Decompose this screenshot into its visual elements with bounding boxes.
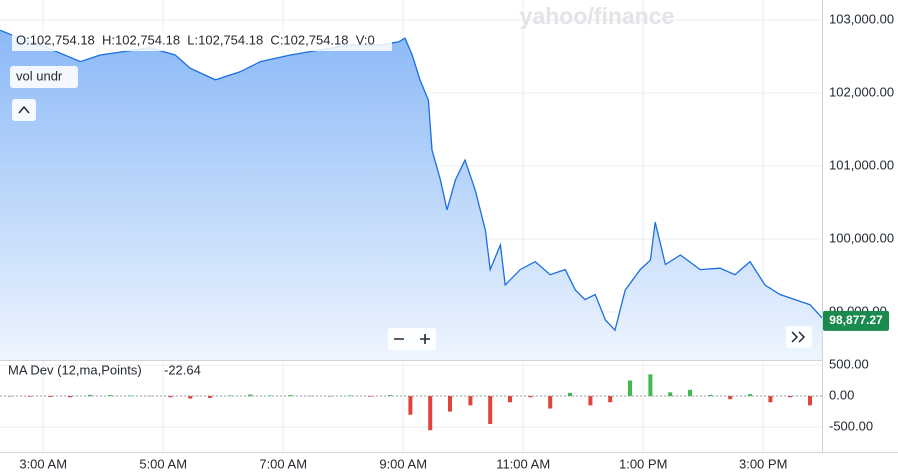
ma-dev-bar — [128, 395, 133, 397]
ma-dev-bar — [28, 396, 32, 397]
zoom-icons — [394, 334, 430, 344]
ma-dev-bar — [368, 396, 373, 397]
ma-dev-bar — [288, 395, 293, 397]
ma-dev-bar — [808, 396, 812, 406]
ma-dev-bar — [388, 395, 392, 397]
y-tick-label: 100,000.00 — [829, 230, 894, 245]
x-tick-label: 11:00 AM — [496, 456, 550, 471]
collapse-icon — [18, 105, 30, 114]
ma-dev-bar — [688, 389, 692, 397]
ma-dev-bar — [588, 396, 593, 406]
x-tick-label: 3:00 AM — [19, 456, 67, 471]
ma-dev-bar — [548, 396, 553, 409]
y-tick-label: 102,000.00 — [829, 84, 894, 99]
scroll-button[interactable] — [786, 326, 812, 348]
ohlc-label: O:102,754.18 H:102,754.18 L:102,754.18 C… — [16, 32, 375, 47]
scroll-icon — [791, 331, 806, 343]
ma-dev-bar — [348, 395, 353, 397]
y-tick-label: 103,000.00 — [829, 11, 894, 26]
last-price-label: 98,877.27 — [829, 313, 883, 327]
price-area — [0, 30, 822, 360]
watermark: yahoo/finance — [520, 3, 675, 29]
ma-dev-bar — [528, 396, 533, 398]
ma-dev-bar — [88, 394, 92, 397]
last-price-badge — [823, 310, 889, 331]
ma-dev-bar — [328, 396, 332, 397]
collapse-button[interactable] — [12, 99, 36, 121]
x-tick-label: 3:00 PM — [739, 456, 787, 471]
ma-dev-bar — [448, 396, 452, 412]
ma-last-value: -22.64 — [164, 362, 201, 377]
y-tick-label: -500.00 — [829, 419, 873, 434]
ma-dev-bar — [488, 396, 493, 425]
ma-dev-bar — [168, 396, 173, 398]
ma-dev-bar — [68, 396, 73, 398]
y-tick-label: 0.00 — [829, 387, 854, 402]
ma-dev-bar — [428, 396, 433, 431]
ma-dev-bar — [208, 396, 212, 398]
ma-dev-bar — [768, 396, 773, 403]
x-tick-label: 9:00 AM — [379, 456, 427, 471]
ma-dev-bar — [308, 395, 313, 397]
ohlc-box — [12, 30, 392, 51]
x-tick-label: 1:00 PM — [619, 456, 667, 471]
ma-dev-bar — [788, 396, 793, 398]
ma-dev-bar — [228, 395, 233, 397]
ma-dev-bar — [408, 396, 413, 415]
ma-dev-bar — [468, 396, 473, 406]
y-tick-label: 500.00 — [829, 356, 869, 371]
ma-dev-bar — [188, 396, 193, 399]
study-label: vol undr — [16, 68, 63, 83]
ma-dev-bar — [628, 380, 632, 397]
ma-dev-bar — [728, 396, 733, 400]
ma-dev-bar — [268, 395, 272, 397]
study-box[interactable] — [10, 66, 78, 88]
x-tick-label: 7:00 AM — [259, 456, 307, 471]
ma-dev-bar — [48, 396, 53, 397]
ma-dev-bar — [148, 395, 152, 397]
zoom-buttons[interactable] — [388, 328, 436, 350]
price-line — [0, 29, 823, 332]
ma-dev-bar — [648, 374, 653, 397]
ma-dev-bar — [568, 392, 572, 397]
x-tick-label: 5:00 AM — [139, 456, 187, 471]
ma-dev-bar — [108, 395, 113, 397]
ma-dev-bar — [508, 396, 512, 403]
ma-dev-bar — [608, 396, 613, 403]
ma-title: MA Dev (12,ma,Points) — [8, 362, 142, 377]
ma-dev-bar — [708, 394, 713, 397]
ma-dev-bar — [8, 396, 13, 397]
ma-dev-bar — [748, 394, 752, 397]
ma-dev-bar — [248, 394, 253, 397]
ma-dev-bar — [668, 392, 673, 397]
y-tick-label: 101,000.00 — [829, 157, 894, 172]
